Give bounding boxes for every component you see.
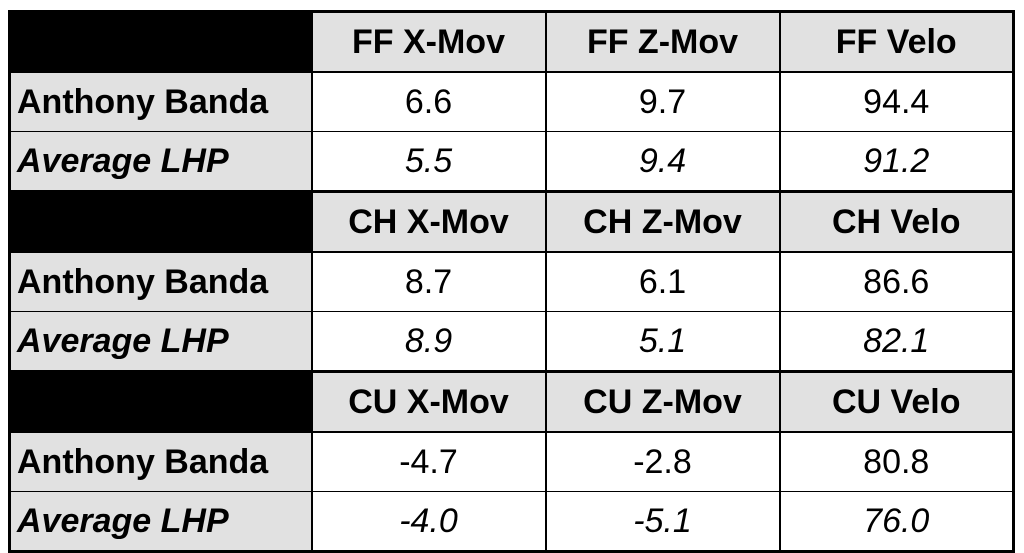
header-corner-cell — [8, 190, 313, 253]
column-header-ff-2: FF Velo — [778, 10, 1015, 73]
value-cell-ch-0: 8.9 — [310, 311, 547, 373]
player-row-ch: Anthony Banda 8.7 6.1 86.6 — [8, 251, 1015, 312]
value-cell-ch-1: 6.1 — [544, 251, 781, 312]
value-cell-ch-2: 86.6 — [778, 251, 1015, 312]
pitch-comparison-table: FF X-Mov FF Z-Mov FF Velo Anthony Banda 6.6 9… — [8, 10, 1015, 553]
column-header-cu-1: CU Z-Mov — [544, 370, 781, 433]
header-corner-cell — [8, 370, 313, 433]
average-row-ch: Average LHP 8.9 5.1 82.1 — [8, 311, 1015, 373]
column-header-ch-2: CH Velo — [778, 190, 1015, 253]
value-cell-ff-1: 9.7 — [544, 71, 781, 132]
section-header-row-cu: CU X-Mov CU Z-Mov CU Velo — [8, 370, 1015, 433]
average-row-cu: Average LHP -4.0 -5.1 76.0 — [8, 491, 1015, 553]
value-cell-cu-0: -4.7 — [310, 431, 547, 492]
table-body: FF X-Mov FF Z-Mov FF Velo Anthony Banda 6.6 9… — [8, 10, 1015, 553]
value-cell-ff-2: 91.2 — [778, 131, 1015, 193]
value-cell-cu-2: 80.8 — [778, 431, 1015, 492]
column-header-cu-2: CU Velo — [778, 370, 1015, 433]
column-header-ff-0: FF X-Mov — [310, 10, 547, 73]
player-row-ff: Anthony Banda 6.6 9.7 94.4 — [8, 71, 1015, 132]
value-cell-ff-1: 9.4 — [544, 131, 781, 193]
value-cell-ff-0: 6.6 — [310, 71, 547, 132]
average-row-ff: Average LHP 5.5 9.4 91.2 — [8, 131, 1015, 193]
row-label: Anthony Banda — [8, 431, 313, 492]
row-label: Anthony Banda — [8, 71, 313, 132]
row-label: Anthony Banda — [8, 251, 313, 312]
section-header-row-ch: CH X-Mov CH Z-Mov CH Velo — [8, 190, 1015, 253]
player-row-cu: Anthony Banda -4.7 -2.8 80.8 — [8, 431, 1015, 492]
value-cell-ch-2: 82.1 — [778, 311, 1015, 373]
value-cell-cu-1: -5.1 — [544, 491, 781, 553]
value-cell-ff-2: 94.4 — [778, 71, 1015, 132]
row-label: Average LHP — [8, 131, 313, 193]
value-cell-cu-1: -2.8 — [544, 431, 781, 492]
value-cell-ch-0: 8.7 — [310, 251, 547, 312]
value-cell-cu-2: 76.0 — [778, 491, 1015, 553]
row-label: Average LHP — [8, 491, 313, 553]
value-cell-cu-0: -4.0 — [310, 491, 547, 553]
column-header-ch-0: CH X-Mov — [310, 190, 547, 253]
value-cell-ch-1: 5.1 — [544, 311, 781, 373]
header-corner-cell — [8, 10, 313, 73]
column-header-ff-1: FF Z-Mov — [544, 10, 781, 73]
column-header-ch-1: CH Z-Mov — [544, 190, 781, 253]
row-label: Average LHP — [8, 311, 313, 373]
column-header-cu-0: CU X-Mov — [310, 370, 547, 433]
section-header-row-ff: FF X-Mov FF Z-Mov FF Velo — [8, 10, 1015, 73]
value-cell-ff-0: 5.5 — [310, 131, 547, 193]
